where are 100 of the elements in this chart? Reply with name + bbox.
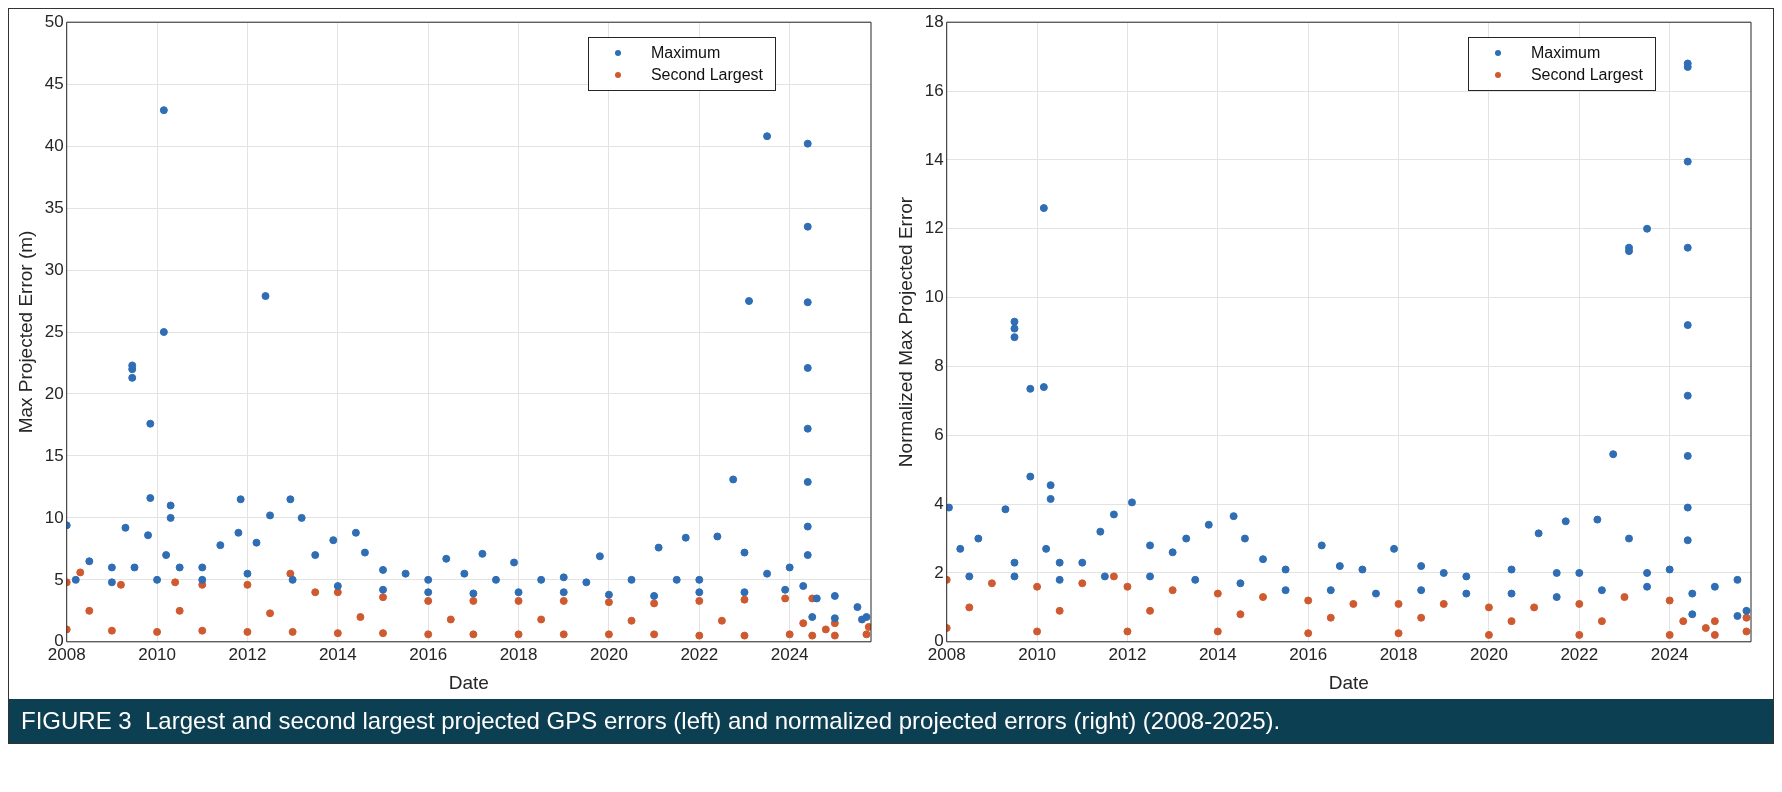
y-axis-title: Normalized Max Projected Error (894, 196, 916, 468)
x-tick-label: 2010 (1018, 644, 1056, 664)
point (1109, 572, 1118, 581)
x-tick-label: 2018 (1379, 644, 1418, 664)
point (107, 626, 116, 635)
legend-label: Second Largest (650, 65, 763, 85)
point (446, 615, 455, 624)
point (469, 630, 478, 639)
point (1507, 617, 1516, 626)
point (650, 630, 659, 639)
point (1484, 603, 1493, 612)
point (1146, 606, 1155, 615)
point (695, 596, 704, 605)
legend-label: Second Largest (1530, 65, 1643, 85)
point (717, 616, 726, 625)
point (1665, 630, 1674, 639)
y-tick-label: 40 (44, 135, 64, 155)
y-tick-label: 25 (44, 321, 64, 341)
point (1236, 610, 1245, 619)
point (650, 599, 659, 608)
x-axis-title: Date (1328, 671, 1369, 693)
point (1484, 630, 1493, 639)
x-tick-label: 2020 (590, 644, 628, 664)
point (424, 596, 433, 605)
y-tick-label: 6 (934, 424, 944, 444)
x-tick-label: 2024 (1650, 644, 1689, 664)
point (1394, 599, 1403, 608)
point (1055, 606, 1064, 615)
y-tick-label: 5 (54, 569, 64, 589)
y-tick-label: 2 (934, 562, 944, 582)
point (559, 630, 568, 639)
point (379, 629, 387, 638)
point (171, 578, 180, 587)
point (559, 596, 568, 605)
y-tick-label: 30 (44, 259, 64, 279)
caption: FIGURE 3 Largest and second largest projected GPS errors (left) and normalized projected errors (right) (2008-2025). (9, 699, 1773, 743)
point (821, 625, 830, 634)
point (1665, 596, 1674, 605)
x-tick-label: 2014 (1198, 644, 1237, 664)
point (695, 631, 704, 640)
y-tick-label: 18 (924, 11, 944, 31)
point (1575, 599, 1584, 608)
point (288, 627, 297, 636)
point (1304, 596, 1313, 605)
point (333, 588, 342, 597)
point (781, 594, 790, 603)
point (604, 630, 613, 639)
point (987, 579, 996, 588)
x-tick-label: 2012 (228, 644, 267, 664)
point (243, 627, 252, 636)
point (1710, 630, 1719, 639)
point (1710, 617, 1719, 626)
x-tick-label: 2012 (1108, 644, 1147, 664)
point (514, 596, 523, 605)
point (424, 630, 433, 639)
point (1259, 593, 1267, 602)
point (266, 609, 275, 618)
point (1394, 629, 1403, 638)
y-tick-label: 35 (44, 197, 64, 217)
point (1078, 579, 1087, 588)
point (116, 580, 125, 589)
y-tick-label: 10 (924, 287, 944, 307)
point (1123, 627, 1132, 636)
point (1597, 617, 1606, 626)
point (1033, 627, 1042, 636)
x-tick-label: 2014 (318, 644, 357, 664)
legend-label: Maximum (1530, 43, 1601, 63)
point (1679, 617, 1688, 626)
point (830, 631, 839, 640)
x-tick-label: 2022 (1560, 644, 1599, 664)
x-tick-label: 2018 (499, 644, 538, 664)
legend-label: Maximum (650, 43, 721, 63)
point (1123, 582, 1132, 591)
point (537, 615, 546, 624)
point (799, 619, 808, 628)
point (808, 631, 817, 640)
point (1326, 613, 1335, 622)
point (740, 631, 749, 640)
point (1742, 613, 1751, 622)
point (740, 595, 749, 604)
point (862, 630, 871, 639)
point (785, 630, 794, 639)
point (175, 606, 184, 615)
point (243, 580, 252, 589)
y-tick-label: 45 (44, 73, 64, 93)
y-tick-label: 14 (924, 149, 944, 169)
point (1439, 599, 1448, 608)
x-tick-label: 2016 (1289, 644, 1328, 664)
y-tick-label: 10 (44, 507, 64, 527)
point (1033, 582, 1042, 591)
point (1168, 586, 1177, 595)
point (627, 616, 636, 625)
x-tick-label: 2020 (1470, 644, 1508, 664)
y-tick-label: 8 (934, 356, 944, 376)
y-tick-label: 20 (44, 383, 64, 403)
point (153, 627, 162, 636)
point (469, 596, 478, 605)
x-tick-label: 2016 (409, 644, 448, 664)
point (1530, 603, 1539, 612)
y-tick-label: 4 (934, 493, 944, 513)
